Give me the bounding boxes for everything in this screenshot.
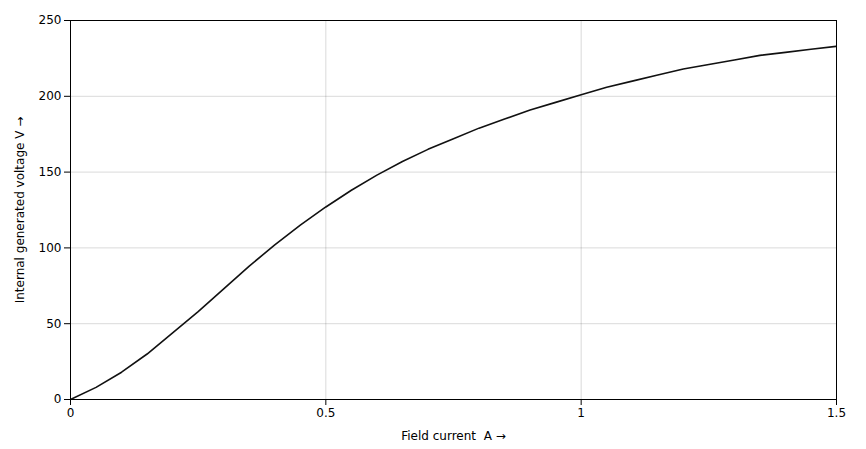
svg-text:0.5: 0.5 bbox=[316, 406, 335, 420]
svg-text:200: 200 bbox=[39, 89, 62, 103]
svg-text:Internal generated voltage V →: Internal generated voltage V → bbox=[13, 117, 27, 304]
svg-text:1.5: 1.5 bbox=[827, 406, 846, 420]
svg-text:1: 1 bbox=[577, 406, 585, 420]
svg-text:0: 0 bbox=[54, 392, 62, 406]
svg-text:0: 0 bbox=[67, 406, 75, 420]
svg-text:150: 150 bbox=[39, 165, 62, 179]
svg-text:50: 50 bbox=[46, 317, 61, 331]
svg-text:Field current A →: Field current A → bbox=[401, 429, 506, 443]
svg-text:100: 100 bbox=[39, 241, 62, 255]
svg-text:250: 250 bbox=[39, 13, 62, 27]
